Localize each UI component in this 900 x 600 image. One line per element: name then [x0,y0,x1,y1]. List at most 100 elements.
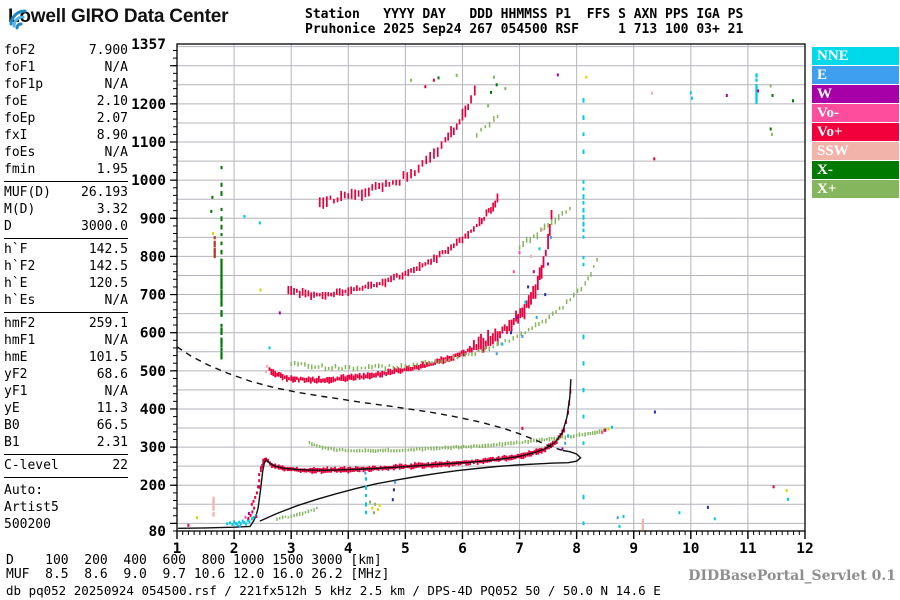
param-value: 3.32 [96,202,128,217]
trace-artist-fitted-trace [178,379,572,529]
trace-F-3hop-X-rise [518,206,571,250]
param-row: h`Es N/A [4,292,128,309]
param-label: h`Es [4,293,36,308]
trace-F-2hop-O-rise [473,210,553,353]
x-axis-tick-label: 9 [629,541,638,557]
param-label: foF2 [4,43,36,58]
station-info: Station YYYY DAY DDD HHMMSS P1 FFS S AXN… [305,7,743,37]
param-value: 22 [112,458,128,473]
param-group: hmF2 259.1 hmF1 N/A hmE 101.5 yF2 68.6 yF1 N/A yE 1… [4,312,128,454]
param-label: B1 [4,435,20,450]
param-value: 2.07 [96,111,128,126]
scattered-echoes [187,73,794,528]
param-row: yF2 68.6 [4,366,128,383]
interference-line [220,165,223,255]
param-row: foF1 N/A [4,59,128,76]
param-row: h`F2 142.5 [4,258,128,275]
interference-line [582,334,585,526]
param-row: MUF(D) 26.193 [4,184,128,201]
param-row: h`E 120.5 [4,275,128,292]
giro-logo-icon [9,9,27,30]
param-label: h`F [4,242,28,257]
y-axis-tick-label: 300 [140,440,166,456]
x-axis-tick-label: 3 [287,541,296,557]
trace-Es-X-low [276,506,318,521]
y-axis-tick-label: 500 [140,364,166,380]
legend-item-x: X+ [812,180,899,198]
trace-true-height-profile [259,449,582,522]
param-value: 68.6 [96,367,128,382]
trace-F-3hop-O [287,193,499,300]
muf-row: MUF 8.5 8.6 9.0 9.7 10.6 12.0 16.0 26.2 … [6,567,390,582]
station-info-header: Station YYYY DAY DDD HHMMSS P1 FFS S AXN… [305,7,744,22]
param-label: h`F2 [4,259,36,274]
echo-data-layer [177,73,794,531]
param-label: fxI [4,128,28,143]
param-value: N/A [104,384,128,399]
param-value: N/A [104,333,128,348]
y-axis-tick-label: 400 [140,402,166,418]
param-value: 66.5 [96,418,128,433]
legend-item-nne: NNE [812,47,899,65]
param-row: fxI 8.90 [4,127,128,144]
param-value: 11.3 [96,401,128,416]
param-row: B0 66.5 [4,417,128,434]
legend-item-x: X- [812,161,899,179]
param-row: hmE 101.5 [4,349,128,366]
autoscaling-block: Auto: Artist5 500200 [4,483,59,532]
trace-F-1hop-X-trace [308,427,607,453]
param-row: hmF2 259.1 [4,315,128,332]
x-axis-tick-label: 10 [682,541,699,557]
param-row: yE 11.3 [4,400,128,417]
param-label: M(D) [4,202,36,217]
interference-line [755,73,758,104]
y-axis-tick-label: 1100 [131,135,166,151]
param-row: foF2 7.900 [4,42,128,59]
param-value: N/A [104,145,128,160]
param-row: M(D) 3.32 [4,201,128,218]
param-label: hmE [4,350,28,365]
trace-F-4hop-O [318,85,476,209]
y-axis-tick-label: 900 [140,211,166,227]
param-row: B1 2.31 [4,434,128,451]
x-axis-tick-label: 12 [796,541,813,557]
x-axis-tick-label: 6 [458,541,467,557]
interference-line [212,496,215,517]
y-axis-tick-label: 200 [140,478,166,494]
param-value: 259.1 [88,316,128,331]
parameter-panel: foF2 7.900 foF1 N/A foF1p N/A foE 2.10 foEp 2.07 f… [4,40,128,533]
param-label: B0 [4,418,20,433]
param-label: foEp [4,111,36,126]
param-value: N/A [104,293,128,308]
param-value: 1.95 [96,162,128,177]
y-axis-tick-label: 600 [140,326,166,342]
app-header: Lowell GIRO Data Center [8,6,228,30]
param-label: D [4,219,12,234]
param-group: C-level 22 [4,454,128,478]
param-row: yF1 N/A [4,383,128,400]
param-value: 2.31 [96,435,128,450]
param-label: C-level [4,458,59,473]
x-axis-tick-label: 7 [515,541,524,557]
legend-item-w: W [812,85,899,103]
param-row: h`F 142.5 [4,241,128,258]
param-row: foF1p N/A [4,76,128,93]
param-value: 3000.0 [81,219,128,234]
param-label: foF1 [4,60,36,75]
plot-border [176,43,806,532]
param-row: D 3000.0 [4,218,128,235]
trace-F-1hop-O-trace [258,388,572,489]
param-row: hmF1 N/A [4,332,128,349]
param-label: yE [4,401,20,416]
param-row: C-level 22 [4,457,128,474]
y-axis-tick-label: 1357 [131,37,166,53]
param-label: hmF1 [4,333,36,348]
y-axis-tick-label: 1200 [131,97,166,113]
param-label: foEs [4,145,36,160]
record-status-line: db pq052 20250924 054500.rsf / 221fx512h… [6,583,661,598]
x-axis-tick-label: 5 [401,541,410,557]
legend-item-vo: Vo+ [812,123,899,141]
x-axis-tick-label: 8 [572,541,581,557]
param-group: foF2 7.900 foF1 N/A foF1p N/A foE 2.10 foEp 2.07 f… [4,40,128,181]
